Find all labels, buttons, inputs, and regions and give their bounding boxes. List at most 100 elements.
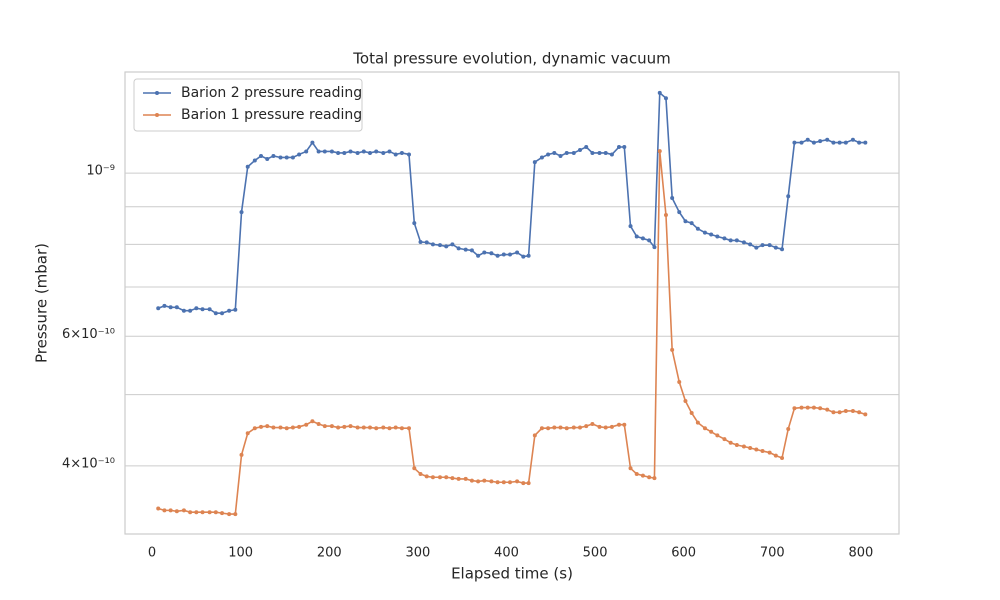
data-point bbox=[297, 152, 302, 157]
data-point bbox=[792, 406, 797, 411]
data-point bbox=[521, 481, 526, 486]
data-point bbox=[245, 164, 250, 169]
data-point bbox=[689, 410, 694, 415]
y-tick-label: 10⁻⁹ bbox=[86, 164, 115, 179]
data-point bbox=[652, 476, 657, 481]
data-point bbox=[259, 153, 264, 158]
data-point bbox=[322, 424, 327, 429]
data-point bbox=[329, 424, 334, 429]
data-point bbox=[316, 149, 321, 154]
data-point bbox=[709, 232, 714, 237]
data-point bbox=[811, 140, 816, 145]
data-point bbox=[297, 424, 302, 429]
data-point bbox=[564, 426, 569, 431]
data-point bbox=[780, 455, 785, 460]
data-point bbox=[748, 242, 753, 247]
legend-label: Barion 1 pressure reading bbox=[181, 107, 362, 123]
data-point bbox=[310, 419, 315, 424]
data-point bbox=[590, 150, 595, 155]
data-point bbox=[278, 155, 283, 160]
data-point bbox=[374, 426, 379, 431]
data-point bbox=[444, 244, 449, 249]
data-point bbox=[558, 425, 563, 430]
data-point bbox=[200, 307, 205, 312]
data-point bbox=[722, 236, 727, 241]
data-point bbox=[578, 147, 583, 152]
data-point bbox=[188, 510, 193, 515]
data-point bbox=[316, 422, 321, 427]
data-point bbox=[430, 475, 435, 480]
data-point bbox=[361, 425, 366, 430]
data-point bbox=[329, 149, 334, 154]
data-point bbox=[501, 480, 506, 485]
data-point bbox=[683, 219, 688, 224]
data-point bbox=[412, 466, 417, 471]
data-point bbox=[489, 251, 494, 256]
data-point bbox=[304, 149, 309, 154]
data-point bbox=[162, 303, 167, 308]
data-point bbox=[760, 449, 765, 454]
data-point bbox=[194, 510, 199, 515]
data-point bbox=[799, 405, 804, 410]
data-point bbox=[368, 425, 373, 430]
data-point bbox=[805, 137, 810, 142]
data-point bbox=[532, 433, 537, 438]
data-point bbox=[837, 140, 842, 145]
data-point bbox=[818, 406, 823, 411]
data-point bbox=[450, 242, 455, 247]
data-point bbox=[825, 137, 830, 142]
data-point bbox=[463, 247, 468, 252]
data-point bbox=[670, 347, 675, 352]
data-point bbox=[647, 238, 652, 243]
data-point bbox=[310, 140, 315, 145]
plot-frame bbox=[124, 71, 900, 535]
x-tick-label: 0 bbox=[148, 546, 156, 561]
data-point bbox=[843, 140, 848, 145]
data-point bbox=[546, 426, 551, 431]
data-point bbox=[818, 139, 823, 144]
data-point bbox=[265, 424, 270, 429]
data-point bbox=[609, 152, 614, 157]
data-point bbox=[418, 471, 423, 476]
data-point bbox=[515, 479, 520, 484]
data-point bbox=[156, 306, 161, 311]
data-point bbox=[463, 476, 468, 481]
y-tick-label: 4×10⁻¹⁰ bbox=[62, 456, 115, 471]
data-point bbox=[168, 508, 173, 513]
data-point bbox=[760, 243, 765, 248]
data-point bbox=[578, 425, 583, 430]
data-point bbox=[799, 140, 804, 145]
data-point bbox=[450, 476, 455, 481]
x-tick-label: 800 bbox=[848, 546, 873, 561]
data-point bbox=[811, 405, 816, 410]
data-point bbox=[603, 425, 608, 430]
data-point bbox=[715, 234, 720, 239]
data-point bbox=[715, 433, 720, 438]
data-point bbox=[628, 466, 633, 471]
data-point bbox=[393, 425, 398, 430]
data-point bbox=[552, 150, 557, 155]
data-point bbox=[501, 252, 506, 257]
data-point bbox=[677, 380, 682, 385]
data-point bbox=[438, 475, 443, 480]
data-point bbox=[220, 511, 225, 516]
data-point bbox=[406, 426, 411, 431]
data-point bbox=[689, 221, 694, 226]
data-point bbox=[539, 155, 544, 160]
data-point bbox=[304, 422, 309, 427]
data-point bbox=[424, 474, 429, 479]
data-point bbox=[773, 453, 778, 458]
data-point bbox=[239, 210, 244, 215]
data-point bbox=[652, 245, 657, 250]
data-point bbox=[336, 150, 341, 155]
data-point bbox=[521, 254, 526, 259]
data-point bbox=[709, 429, 714, 434]
data-point bbox=[406, 152, 411, 157]
data-point bbox=[603, 150, 608, 155]
data-point bbox=[342, 424, 347, 429]
data-point bbox=[342, 150, 347, 155]
data-point bbox=[290, 155, 295, 160]
data-point bbox=[348, 424, 353, 429]
data-point bbox=[863, 140, 868, 145]
data-point bbox=[456, 476, 461, 481]
